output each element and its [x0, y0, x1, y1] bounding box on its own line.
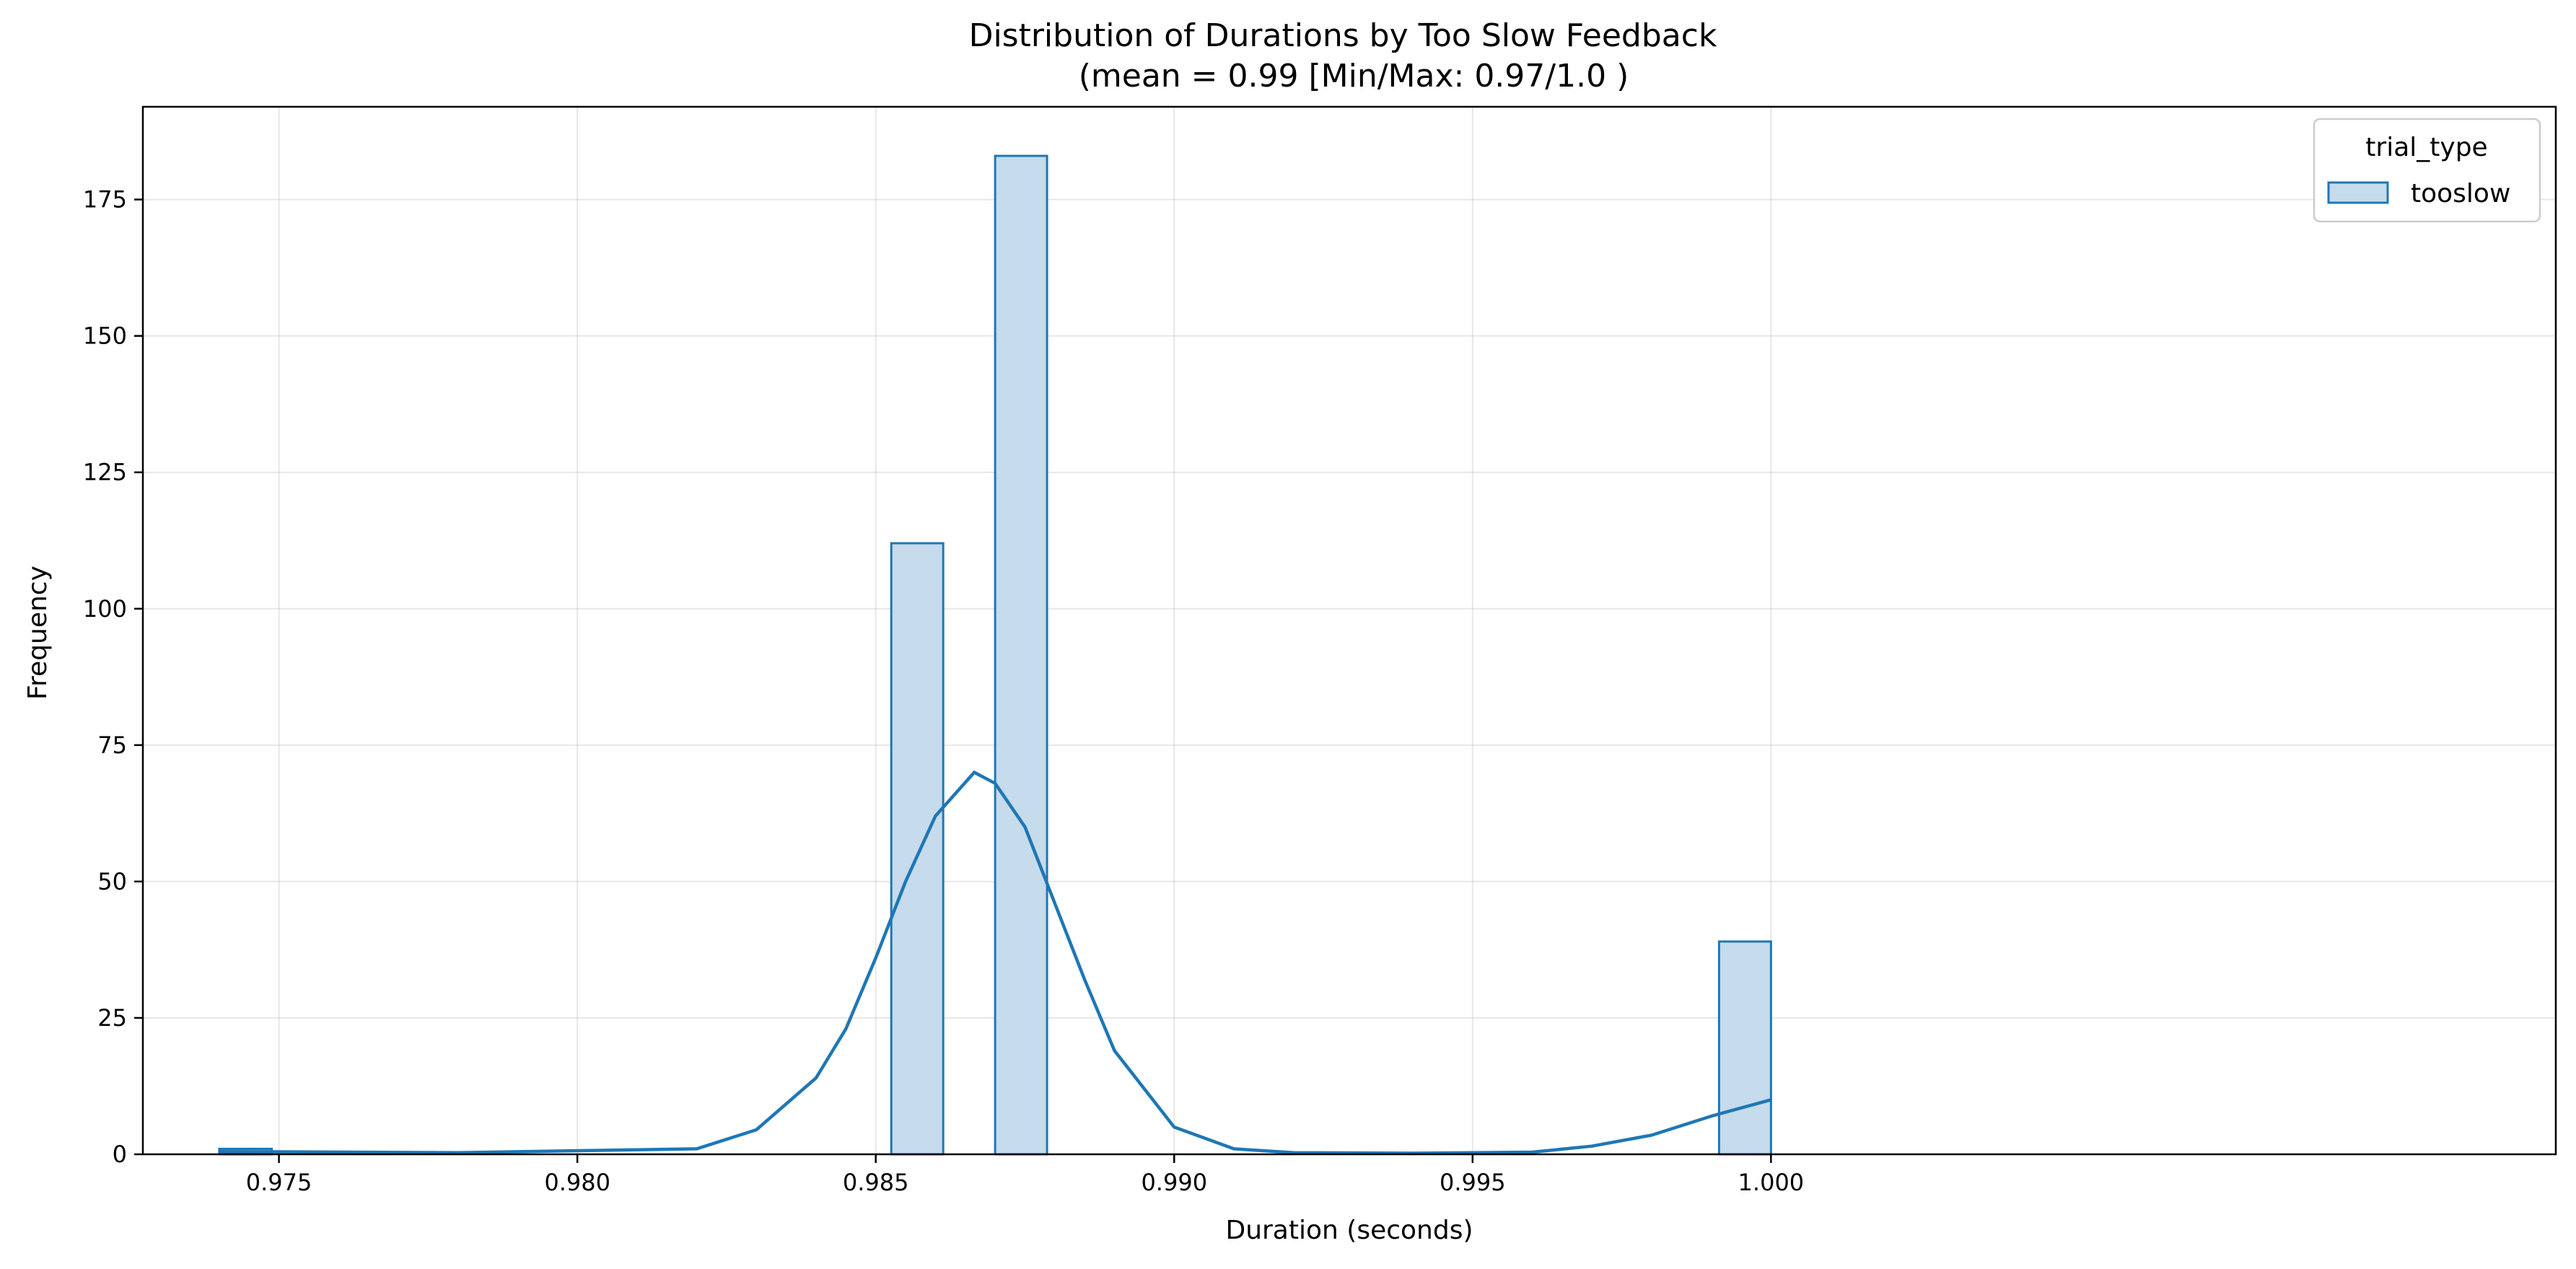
y-tick-label-2: 50: [97, 868, 127, 895]
x-tick-label-2: 0.985: [843, 1169, 909, 1196]
y-tick-label-4: 100: [83, 595, 127, 623]
histogram-bar-1: [890, 542, 945, 1156]
plot-area: [143, 107, 2556, 1154]
x-tick-label-1: 0.980: [544, 1169, 610, 1196]
kde-curve: [219, 770, 1771, 1155]
y-tick-label-7: 175: [83, 186, 127, 214]
histogram-bar-3: [1717, 940, 1772, 1156]
y-tick-label-3: 75: [97, 732, 127, 759]
y-tick-label-6: 150: [83, 322, 127, 350]
y-axis-label: Frequency: [23, 566, 53, 700]
plot-frame: [141, 105, 2557, 1156]
chart-title: Distribution of Durations by Too Slow Fe…: [969, 17, 1717, 54]
chart-subtitle: (mean = 0.99 [Min/Max: 0.97/1.0 ): [1079, 58, 1629, 95]
x-tick-label-5: 1.000: [1738, 1169, 1805, 1196]
x-axis-label: Duration (seconds): [1225, 1216, 1473, 1245]
x-tick-label-0: 0.975: [246, 1169, 312, 1196]
x-axis-ticks: 0.975 0.980 0.985 0.990 0.995 1.000: [246, 1154, 1804, 1196]
legend: trial_type tooslow: [2313, 118, 2541, 223]
legend-entry-tooslow: tooslow: [2411, 179, 2510, 208]
y-tick-label-1: 25: [97, 1004, 127, 1032]
y-tick-label-0: 0: [113, 1141, 127, 1168]
y-tick-label-5: 125: [83, 459, 127, 486]
x-tick-label-4: 0.995: [1440, 1169, 1506, 1196]
x-tick-label-3: 0.990: [1141, 1169, 1207, 1196]
histogram-bar-2: [994, 154, 1048, 1156]
legend-swatch: [2327, 181, 2389, 204]
y-axis-ticks: 0 25 50 75 100 125 150 175: [83, 186, 143, 1168]
legend-title: trial_type: [2365, 133, 2487, 162]
